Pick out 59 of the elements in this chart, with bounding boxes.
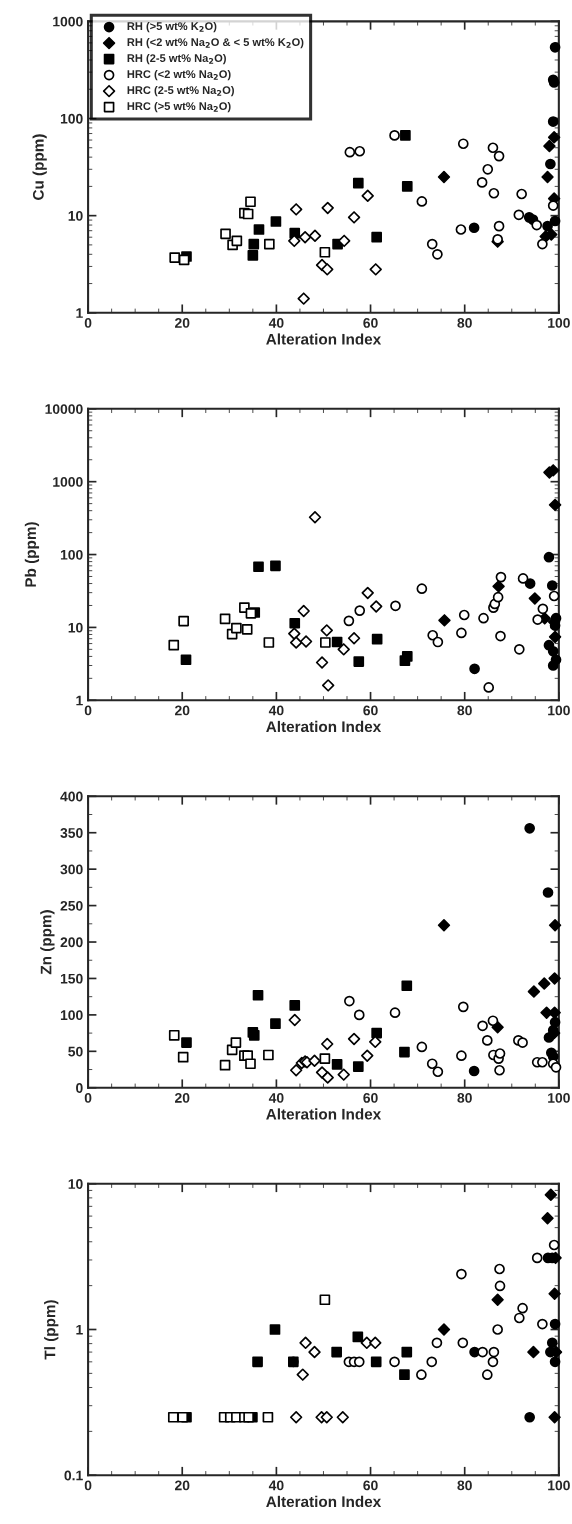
x-tick-label: 20 xyxy=(175,1092,190,1103)
x-tick-label: 60 xyxy=(363,705,378,716)
x-tick-label: 0 xyxy=(84,318,92,328)
x-tick-label: 40 xyxy=(268,1480,284,1491)
x-axis-title: Alteration Index xyxy=(266,720,382,733)
y-tick-label: 250 xyxy=(60,900,83,911)
x-tick-label: 40 xyxy=(268,318,284,328)
x-tick-label: 100 xyxy=(548,705,570,716)
y-tick-label: 10 xyxy=(68,622,83,633)
x-tick-label: 80 xyxy=(457,705,472,716)
x-tick-label: 80 xyxy=(457,1480,472,1491)
x-tick-label: 0 xyxy=(84,1480,92,1491)
x-tick-label: 0 xyxy=(84,705,92,716)
x-axis-title: Alteration Index xyxy=(266,1495,382,1508)
x-tick-label: 100 xyxy=(548,1092,570,1103)
y-tick-label: 100 xyxy=(60,1010,83,1021)
y-tick-label: 350 xyxy=(60,828,83,838)
x-tick-label: 0 xyxy=(84,1092,92,1103)
y-tick-label: 300 xyxy=(60,864,83,875)
y-tick-label: 1000 xyxy=(53,477,83,487)
x-tick-label: 20 xyxy=(175,705,190,716)
x-tick-label: 80 xyxy=(457,318,472,328)
y-tick-label: 100 xyxy=(60,549,83,560)
x-tick-label: 40 xyxy=(268,705,284,716)
y-tick-label: 1 xyxy=(76,308,83,318)
x-tick-label: 60 xyxy=(363,318,378,328)
y-tick-label: 1 xyxy=(76,695,83,706)
y-tick-label: 50 xyxy=(68,1046,83,1057)
y-tick-label: 10000 xyxy=(45,404,83,414)
y-tick-label: 1 xyxy=(76,1324,83,1335)
y-tick-label: 10 xyxy=(68,1179,83,1189)
legend-label: HRC (>5 wt% Na$_{2}$O) xyxy=(127,101,231,113)
x-tick-label: 100 xyxy=(548,1480,570,1491)
legend-label: HRC (2-5 wt% Na$_{2}$O) xyxy=(127,85,234,97)
x-axis-title: Alteration Index xyxy=(266,1108,382,1120)
x-tick-label: 40 xyxy=(268,1092,284,1103)
y-tick-label: 0 xyxy=(76,1083,83,1093)
y-tick-label: 400 xyxy=(60,791,83,802)
y-tick-label: 150 xyxy=(60,973,83,984)
y-tick-label: 100 xyxy=(60,113,83,124)
x-tick-label: 20 xyxy=(175,1480,190,1491)
y-axis-title: Zn (ppm) xyxy=(40,910,55,975)
legend-label: RH (>5 wt% K$_{2}$O) xyxy=(127,21,217,33)
x-tick-label: 60 xyxy=(363,1092,378,1103)
y-axis-title: Tl (ppm) xyxy=(44,1300,59,1360)
y-tick-label: 1000 xyxy=(53,16,83,27)
legend-label: RH (<2 wt% Na$_{2}$O & < 5 wt% K$_{2}$O) xyxy=(127,37,304,49)
legend-label: HRC (<2 wt% Na$_{2}$O) xyxy=(127,69,231,81)
x-tick-label: 80 xyxy=(457,1092,472,1103)
y-tick-label: 0.1 xyxy=(64,1470,83,1481)
x-tick-label: 20 xyxy=(175,318,190,328)
y-tick-label: 200 xyxy=(60,937,83,948)
x-axis-title: Alteration Index xyxy=(266,333,382,345)
legend-label: RH (2-5 wt% Na$_{2}$O) xyxy=(127,53,226,65)
y-tick-label: 10 xyxy=(68,210,83,221)
y-axis-title: Pb (ppm) xyxy=(24,522,40,587)
y-axis-title: Cu (ppm) xyxy=(32,134,47,200)
x-tick-label: 100 xyxy=(548,318,570,328)
x-tick-label: 60 xyxy=(363,1480,378,1491)
